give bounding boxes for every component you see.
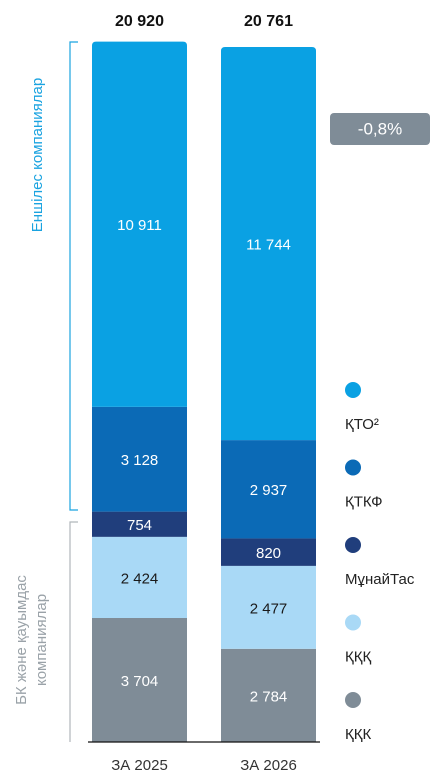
value-label: 754	[127, 517, 152, 534]
bar-segment	[221, 46, 316, 441]
legend-label: МұнайТас	[345, 571, 415, 588]
group-label: компаниялар	[33, 594, 50, 686]
legend-label: ҚТО²	[345, 416, 379, 433]
bar-segment	[92, 511, 187, 537]
value-label: 3 704	[121, 673, 159, 690]
total-label: 20 920	[115, 13, 164, 30]
legend-marker	[345, 692, 361, 708]
value-label: 2 784	[250, 688, 288, 705]
legend-marker	[345, 614, 361, 631]
x-tick-label: ЗА 2026	[240, 757, 297, 774]
value-label: 10 911	[117, 217, 162, 234]
value-label: 2 477	[250, 600, 288, 617]
bar-segment	[221, 565, 316, 649]
legend-marker	[345, 459, 361, 476]
group-label: Еншілес компаниялар	[29, 78, 46, 233]
x-tick-label: ЗА 2025	[111, 757, 168, 774]
bar-segment	[221, 648, 316, 742]
total-label: 20 761	[244, 13, 293, 30]
group-label: БК және қауымдас	[13, 575, 30, 705]
bar-segment	[92, 41, 187, 407]
jv-bracket	[69, 521, 78, 742]
legend-label: ҚҚК	[345, 726, 371, 743]
legend-marker	[345, 537, 361, 553]
subsidiary-bracket	[69, 41, 78, 511]
legend-label: ҚҚҚ	[345, 648, 371, 665]
bar-segment	[221, 538, 316, 566]
legend-marker	[345, 382, 361, 398]
value-label: 11 744	[246, 237, 291, 254]
value-label: 2 424	[121, 570, 159, 587]
bar-segment	[92, 618, 187, 742]
value-label: 2 937	[250, 482, 288, 499]
bar-segment	[92, 536, 187, 619]
value-label: 820	[256, 545, 281, 562]
bar-segment	[92, 406, 187, 512]
change-badge	[330, 113, 430, 145]
legend-label: ҚТКФ	[345, 493, 383, 510]
change-label: -0,8%	[358, 119, 402, 138]
bar-segment	[221, 440, 316, 539]
value-label: 3 128	[121, 452, 159, 469]
